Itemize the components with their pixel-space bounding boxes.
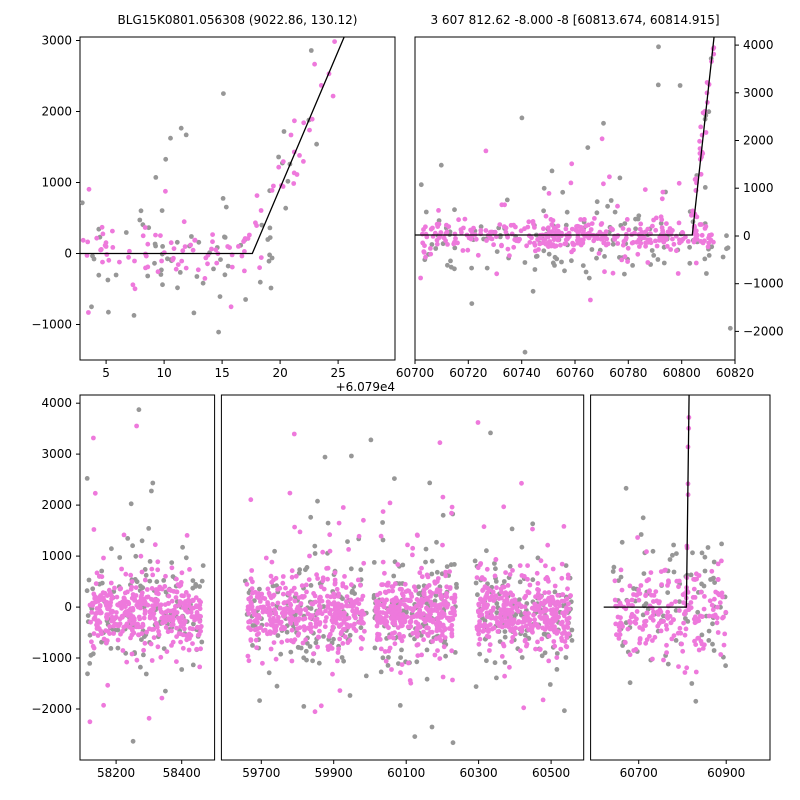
plot-fit-window: 60700 60720 60740 60760 60780 60800 60820 4000 3… (396, 36, 784, 380)
plot-zoom-event: 5 10 15 20 25 3000 2000 1000 0 −1000 +6.079e4 (31, 34, 396, 394)
x-tick-label: 60720 (449, 366, 487, 380)
axes-frame (414, 36, 736, 361)
y-tick-label: 1000 (41, 176, 72, 190)
y-tick-label: 3000 (41, 447, 72, 461)
x-tick-label: 60900 (707, 766, 745, 780)
scatter-points-magenta (373, 494, 458, 686)
x-tick-label: 59700 (242, 766, 280, 780)
axes-frame (79, 394, 216, 761)
scatter-points-gray (418, 145, 733, 355)
scatter-points-gray (519, 44, 683, 126)
data-layer (80, 37, 345, 335)
y-tick-label: 2000 (41, 498, 72, 512)
scatter-points-gray (80, 156, 274, 335)
x-tick-label: 60740 (503, 366, 541, 380)
x-tick-label: 25 (330, 366, 345, 380)
scatter-points-magenta (87, 490, 204, 725)
y-tick-label: 4000 (743, 38, 774, 52)
x-tick-label: 60500 (532, 766, 570, 780)
x-tick-label: 60820 (716, 366, 754, 380)
y-tick-label: 3000 (743, 86, 774, 100)
scatter-points-gray (472, 430, 575, 714)
x-tick-label: 20 (272, 366, 287, 380)
top-left-plot-title: BLG15K0801.056308 (9022.86, 130.12) (117, 13, 358, 27)
y-tick-label: −1000 (31, 651, 72, 665)
model-line (415, 37, 715, 236)
scatter-points-gray (168, 91, 226, 141)
scatter-points-gray (610, 485, 729, 704)
y-tick-label: −1000 (743, 277, 784, 291)
x-tick-label: 15 (214, 366, 229, 380)
scatter-points-gray (259, 48, 319, 261)
model-line (603, 395, 690, 608)
x-tick-label: 60300 (460, 766, 498, 780)
data-layer (415, 37, 733, 355)
scatter-points-magenta (244, 497, 367, 715)
y-tick-label: 2000 (743, 134, 774, 148)
y-tick-label: −2000 (31, 702, 72, 716)
x-tick-label: 60100 (387, 766, 425, 780)
y-tick-label: 0 (64, 247, 72, 261)
y-tick-label: 2000 (41, 105, 72, 119)
top-right-plot-title: 3 607 812.62 -8.000 -8 [60813.674, 60814… (430, 13, 720, 27)
x-tick-label: 60700 (620, 766, 658, 780)
y-tick-label: −1000 (31, 318, 72, 332)
y-tick-label: 1000 (41, 549, 72, 563)
x-tick-label: 58400 (163, 766, 201, 780)
axes-frame (590, 394, 771, 761)
y-tick-label: −2000 (743, 324, 784, 338)
x-tick-label: 60760 (556, 366, 594, 380)
scatter-points-magenta (80, 186, 264, 315)
y-tick-label: 3000 (41, 34, 72, 48)
x-tick-label: 60700 (396, 366, 434, 380)
axes-frame (220, 394, 585, 761)
scatter-points-magenta (91, 420, 507, 538)
x-offset-label: +6.079e4 (336, 380, 395, 394)
y-tick-label: 0 (743, 229, 751, 243)
x-tick-label: 60800 (663, 366, 701, 380)
y-tick-label: 4000 (41, 396, 72, 410)
axes-frame (79, 36, 396, 361)
scatter-points-gray (242, 453, 369, 709)
x-tick-label: 59900 (315, 766, 353, 780)
x-tick-label: 10 (156, 366, 171, 380)
data-layer (84, 395, 729, 746)
y-tick-label: 0 (64, 600, 72, 614)
plot-full-lightcurve: 58200 58400 59700 59900 60100 60300 60500 60700… (31, 394, 771, 780)
x-tick-label: 5 (102, 366, 110, 380)
x-tick-label: 60780 (609, 366, 647, 380)
x-tick-label: 58200 (97, 766, 135, 780)
scatter-points-gray (136, 407, 724, 576)
scatter-points-magenta (681, 415, 692, 675)
scatter-points-magenta (254, 39, 337, 229)
y-tick-label: 1000 (743, 181, 774, 195)
scatter-points-magenta (474, 480, 573, 711)
scatter-points-magenta (546, 136, 665, 222)
model-line (80, 37, 345, 255)
